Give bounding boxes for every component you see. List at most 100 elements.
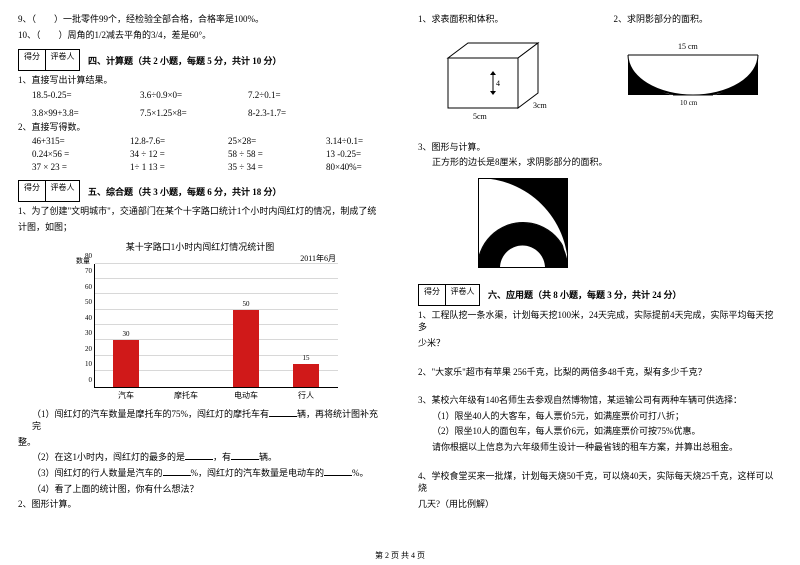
s4-1: 1、直接写出计算结果。 bbox=[18, 74, 382, 87]
blank[interactable] bbox=[163, 467, 191, 476]
s6-1b: 少米？ bbox=[418, 337, 782, 350]
y-tick: 50 bbox=[85, 298, 92, 306]
s6-3b: （1）限坐40人的大客车，每人票价5元，如满座票价可打八折； bbox=[432, 410, 782, 423]
r2: 2、求阴影部分的面积。 bbox=[614, 13, 709, 26]
calc-item: 12.8-7.6= bbox=[130, 136, 200, 146]
chart-title: 某十字路口1小时内闯红灯情况统计图 bbox=[60, 240, 340, 253]
calc-item: 18.5-0.25= bbox=[32, 90, 112, 100]
section5-title: 五、综合题（共 3 小题，每题 6 分，共计 18 分） bbox=[88, 185, 282, 198]
section4-title: 四、计算题（共 2 小题，每题 5 分，共计 10 分） bbox=[88, 54, 282, 67]
page-footer: 第 2 页 共 4 页 bbox=[0, 550, 800, 561]
bar-pedestrian: 15 bbox=[293, 364, 319, 387]
text: （1）闯红灯的汽车数量是摩托车的75%，闯红灯的摩托车有 bbox=[32, 409, 269, 419]
calc-item: 0.24×56 = bbox=[32, 149, 102, 159]
calc-item: 8-2.3-1.7= bbox=[248, 108, 328, 118]
bar-ebike: 50 bbox=[233, 310, 259, 387]
y-tick: 40 bbox=[85, 314, 92, 322]
text: 辆。 bbox=[259, 452, 277, 462]
y-tick: 70 bbox=[85, 267, 92, 275]
cuboid-figure: 4 3cm 5cm bbox=[438, 33, 558, 123]
x-label: 摩托车 bbox=[166, 390, 206, 401]
s5-2: 2、图形计算。 bbox=[18, 498, 382, 511]
score-cell-score: 得分 bbox=[418, 284, 446, 306]
s5-q1c: 整。 bbox=[18, 436, 382, 449]
s5-q1: （1）闯红灯的汽车数量是摩托车的75%，闯红灯的摩托车有辆，再将统计图补充完 bbox=[32, 408, 382, 433]
s6-3a: 3、某校六年级有140名师生去参观自然博物馆，某运输公司有两种车辆可供选择： bbox=[418, 394, 782, 407]
score-cell-grader: 评卷人 bbox=[46, 180, 80, 202]
square-figure bbox=[478, 178, 568, 268]
score-cell-score: 得分 bbox=[18, 49, 46, 71]
label-4: 4 bbox=[496, 79, 500, 88]
s6-4a: 4、学校食堂买来一批煤，计划每天烧50千克，可以烧40天，实际每天烧25千克，这… bbox=[418, 470, 782, 495]
s5-q2: （2）在这1小时内，闯红灯的最多的是 ，有 辆。 bbox=[32, 451, 382, 464]
y-tick: 0 bbox=[89, 376, 93, 384]
s5-q3: （3）闯红灯的行人数量是汽车的 %，闯红灯的汽车数量是电动车的 %。 bbox=[32, 467, 382, 480]
calc-item: 58 ÷ 58 = bbox=[228, 149, 298, 159]
y-tick: 30 bbox=[85, 329, 92, 337]
calc-item: 3.6÷0.9×0= bbox=[140, 90, 220, 100]
label-5cm: 5cm bbox=[473, 112, 488, 121]
s6-3d: 请你根据以上信息为六年级师生设计一种最省钱的租车方案，并算出总租金。 bbox=[432, 441, 782, 454]
blank[interactable] bbox=[324, 467, 352, 476]
r3b: 正方形的边长是8厘米，求阴影部分的面积。 bbox=[432, 156, 782, 169]
score-box-5: 得分 评卷人 五、综合题（共 3 小题，每题 6 分，共计 18 分） bbox=[18, 180, 382, 202]
s4-2: 2、直接写得数。 bbox=[18, 121, 382, 134]
calc-item: 25×28= bbox=[228, 136, 298, 146]
bar-chart: 某十字路口1小时内闯红灯情况统计图 2011年6月 数量 0 10 20 30 … bbox=[60, 240, 340, 404]
r3a: 3、图形与计算。 bbox=[418, 141, 782, 154]
calc-item: 34 ÷ 12 = bbox=[130, 149, 200, 159]
y-tick: 20 bbox=[85, 345, 92, 353]
x-label: 汽车 bbox=[106, 390, 146, 401]
q9: 9、（ ）一批零件99个，经检验全部合格，合格率是100%。 bbox=[18, 13, 382, 26]
text: （3）闯红灯的行人数量是汽车的 bbox=[32, 468, 163, 478]
r1: 1、求表面积和体积。 bbox=[418, 13, 504, 26]
score-cell-score: 得分 bbox=[18, 180, 46, 202]
score-box-4: 得分 评卷人 四、计算题（共 2 小题，每题 5 分，共计 10 分） bbox=[18, 49, 382, 71]
plot-area: 30 50 15 汽车 摩托车 电动车 行人 bbox=[94, 264, 338, 388]
s6-2: 2、"大家乐"超市有苹果 256千克，比梨的两倍多48千克，梨有多少千克？ bbox=[418, 366, 782, 379]
text: %，闯红灯的汽车数量是电动车的 bbox=[191, 468, 325, 478]
calc-item: 3.14÷0.1= bbox=[326, 136, 396, 146]
y-tick: 10 bbox=[85, 360, 92, 368]
calc-row: 0.24×56 = 34 ÷ 12 = 58 ÷ 58 = 13 -0.25= bbox=[32, 149, 382, 159]
blank[interactable] bbox=[231, 451, 259, 460]
text: %。 bbox=[352, 468, 369, 478]
y-tick: 60 bbox=[85, 283, 92, 291]
bar-car: 30 bbox=[113, 340, 139, 386]
calc-row: 46+315= 12.8-7.6= 25×28= 3.14÷0.1= bbox=[32, 136, 382, 146]
label-bottom: 10 cm bbox=[680, 99, 698, 107]
score-cell-grader: 评卷人 bbox=[446, 284, 480, 306]
calc-row: 37 × 23 = 1÷ 1 13 = 35 ÷ 34 = 80×40%= bbox=[32, 162, 382, 172]
s5-1b: 计图，如图； bbox=[18, 221, 382, 234]
score-cell-grader: 评卷人 bbox=[46, 49, 80, 71]
calc-item: 7.2÷0.1= bbox=[248, 90, 328, 100]
s6-1a: 1、工程队挖一条水渠，计划每天挖100米，24天完成，实际提前4天完成，实际平均… bbox=[418, 309, 782, 334]
calc-item: 7.5×1.25×8= bbox=[140, 108, 220, 118]
y-axis: 0 10 20 30 40 50 60 70 80 bbox=[78, 264, 94, 388]
s5-1a: 1、为了创建"文明城市"，交通部门在某个十字路口统计1个小时内闯红灯的情况，制成… bbox=[18, 205, 382, 218]
x-label: 电动车 bbox=[226, 390, 266, 401]
bar-label: 15 bbox=[293, 354, 319, 362]
calc-item: 13 -0.25= bbox=[326, 149, 396, 159]
bar-label: 50 bbox=[233, 300, 259, 308]
s5-q4: （4）看了上面的统计图，你有什么想法？ bbox=[32, 483, 382, 496]
x-label: 行人 bbox=[286, 390, 326, 401]
score-box-6: 得分 评卷人 六、应用题（共 8 小题，每题 3 分，共计 24 分） bbox=[418, 284, 782, 306]
trapezoid-figure: 15 cm 10 cm bbox=[618, 37, 768, 117]
s6-4b: 几天?（用比例解） bbox=[418, 498, 782, 511]
text: （2）在这1小时内，闯红灯的最多的是 bbox=[32, 452, 185, 462]
calc-item: 1÷ 1 13 = bbox=[130, 162, 200, 172]
blank[interactable] bbox=[269, 408, 297, 417]
q10: 10、（ ）周角的1/2减去平角的3/4，差是60°。 bbox=[18, 29, 382, 42]
text: ，有 bbox=[213, 452, 231, 462]
calc-item: 3.8×99+3.8= bbox=[32, 108, 112, 118]
calc-item: 80×40%= bbox=[326, 162, 396, 172]
calc-row: 18.5-0.25= 3.6÷0.9×0= 7.2÷0.1= bbox=[32, 90, 382, 100]
blank[interactable] bbox=[185, 451, 213, 460]
label-top: 15 cm bbox=[678, 42, 699, 51]
s6-3c: （2）限坐10人的面包车，每人票价6元，如满座票价可按75%优惠。 bbox=[432, 425, 782, 438]
calc-item: 37 × 23 = bbox=[32, 162, 102, 172]
label-3cm: 3cm bbox=[533, 101, 548, 110]
calc-row: 3.8×99+3.8= 7.5×1.25×8= 8-2.3-1.7= bbox=[32, 108, 382, 118]
bar-label: 30 bbox=[113, 330, 139, 338]
